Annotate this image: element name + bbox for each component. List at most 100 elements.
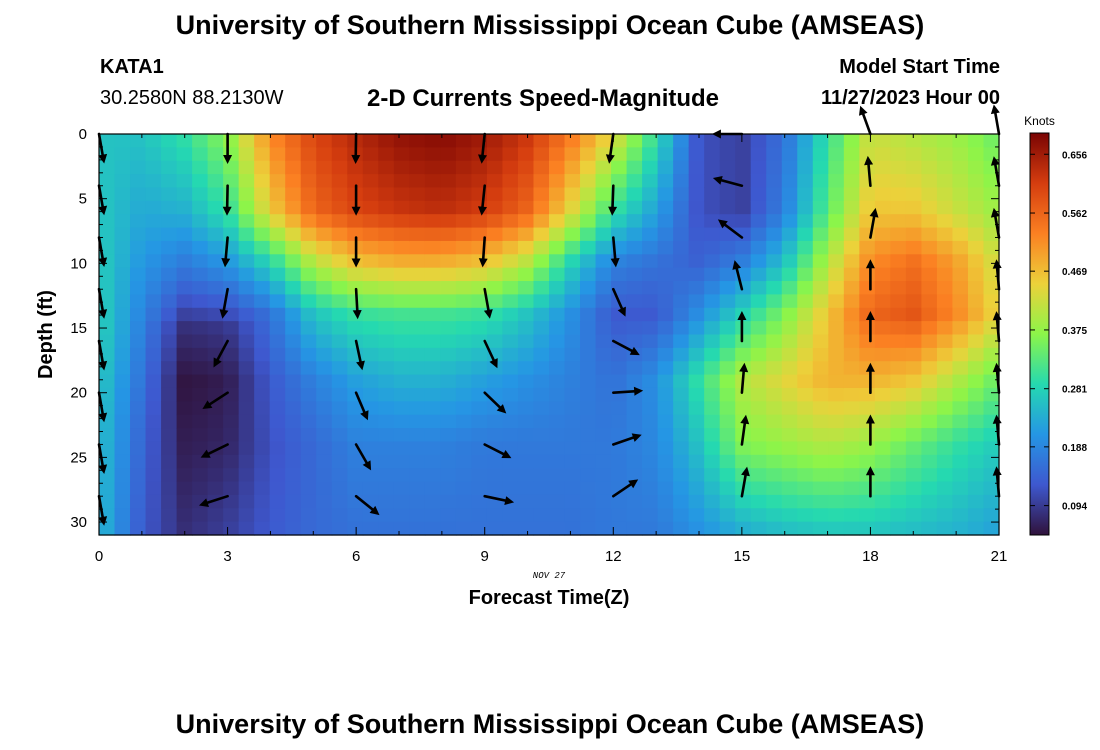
heatmap-cell [161, 214, 178, 229]
heatmap-cell [285, 240, 302, 255]
heatmap-cell [517, 214, 535, 229]
heatmap-cell [409, 321, 426, 336]
heatmap-cell [657, 494, 674, 509]
heatmap-cell [657, 347, 674, 362]
heatmap-cell [657, 441, 674, 456]
heatmap-cell [362, 374, 379, 389]
heatmap-cell [238, 494, 255, 509]
heatmap-cell [595, 294, 612, 309]
current-arrow-head [865, 259, 875, 269]
heatmap-cell [580, 200, 597, 215]
heatmap-cell [735, 227, 752, 242]
heatmap-cell [440, 147, 457, 162]
heatmap-cell [797, 481, 814, 496]
heatmap-cell [471, 401, 488, 416]
heatmap-cell [611, 160, 628, 175]
heatmap-cell [859, 428, 876, 443]
heatmap-cell [781, 508, 798, 523]
heatmap-cell [285, 160, 302, 175]
heatmap-cell [99, 174, 116, 189]
heatmap-cell [905, 361, 923, 376]
heatmap-cell [378, 508, 395, 523]
heatmap-cell [254, 174, 271, 189]
heatmap-cell [921, 481, 938, 496]
heatmap-cell [254, 134, 271, 148]
heatmap-cell [145, 334, 162, 349]
heatmap-cell [952, 294, 969, 309]
heatmap-cell [952, 521, 969, 536]
heatmap-cell [393, 187, 410, 202]
heatmap-cell [859, 187, 876, 202]
heatmap-cell [269, 147, 286, 162]
heatmap-cell [362, 468, 379, 483]
heatmap-cell [750, 307, 767, 322]
current-arrow-shaft [611, 339, 637, 355]
heatmap-cell [890, 321, 907, 336]
heatmap-cell [812, 254, 829, 269]
heatmap-cell [859, 267, 876, 282]
heatmap-cell [611, 521, 628, 536]
heatmap-cell [750, 387, 767, 402]
heatmap-cell [688, 334, 705, 349]
heatmap-cell [331, 214, 348, 229]
current-arrow-shaft [354, 443, 370, 468]
heatmap-cell [161, 174, 178, 189]
current-arrow-head [489, 358, 498, 369]
current-arrow-head [865, 414, 875, 424]
heatmap-cell [517, 267, 535, 282]
current-arrow [199, 494, 229, 507]
heatmap-cell [549, 481, 566, 496]
heatmap-cell [967, 214, 985, 229]
heatmap-cell [719, 187, 736, 202]
heatmap-cell [874, 347, 891, 362]
heatmap-cell [331, 494, 348, 509]
heatmap-cell [517, 414, 535, 429]
heatmap-cell [595, 334, 612, 349]
heatmap-cell [347, 160, 364, 175]
current-arrow-shaft [202, 494, 229, 506]
heatmap-cell [269, 240, 286, 255]
heatmap-cell [874, 481, 891, 496]
heatmap-cell [269, 227, 286, 242]
heatmap-cell [704, 428, 721, 443]
heatmap-cell [145, 307, 162, 322]
heatmap-cell [471, 334, 488, 349]
heatmap-cell [766, 481, 783, 496]
heatmap-cell [983, 281, 1000, 295]
heatmap-cell [393, 321, 410, 336]
heatmap-cell [378, 321, 395, 336]
heatmap-cell [549, 147, 566, 162]
heatmap-cell [362, 281, 379, 295]
heatmap-cell [176, 240, 193, 255]
heatmap-cell [316, 187, 333, 202]
heatmap-cell [145, 347, 162, 362]
heatmap-cell [300, 494, 317, 509]
heatmap-cell [797, 347, 814, 362]
heatmap-cell [285, 174, 302, 189]
heatmap-cell [192, 294, 209, 309]
heatmap-cell [673, 334, 690, 349]
heatmap-cell [145, 321, 162, 336]
current-arrow [97, 339, 108, 371]
current-arrow [740, 414, 750, 446]
heatmap-cell [517, 361, 535, 376]
heatmap-cell [176, 214, 193, 229]
heatmap-cell [580, 240, 597, 255]
heatmap-cell [549, 200, 566, 215]
heatmap-cell [812, 214, 829, 229]
current-arrow [610, 236, 620, 268]
heatmap-cell [517, 428, 535, 443]
heatmap-cell [99, 267, 116, 282]
current-arrow-head [360, 410, 369, 421]
heatmap-cell [424, 147, 441, 162]
heatmap-cell [161, 321, 178, 336]
heatmap-cell [564, 147, 581, 162]
heatmap-cell [207, 428, 224, 443]
heatmap-cell [130, 254, 147, 269]
heatmap-cell [254, 294, 271, 309]
heatmap-cell [564, 134, 581, 148]
heatmap-cell [890, 374, 907, 389]
current-arrow [97, 443, 108, 474]
current-arrow-head [351, 258, 361, 268]
